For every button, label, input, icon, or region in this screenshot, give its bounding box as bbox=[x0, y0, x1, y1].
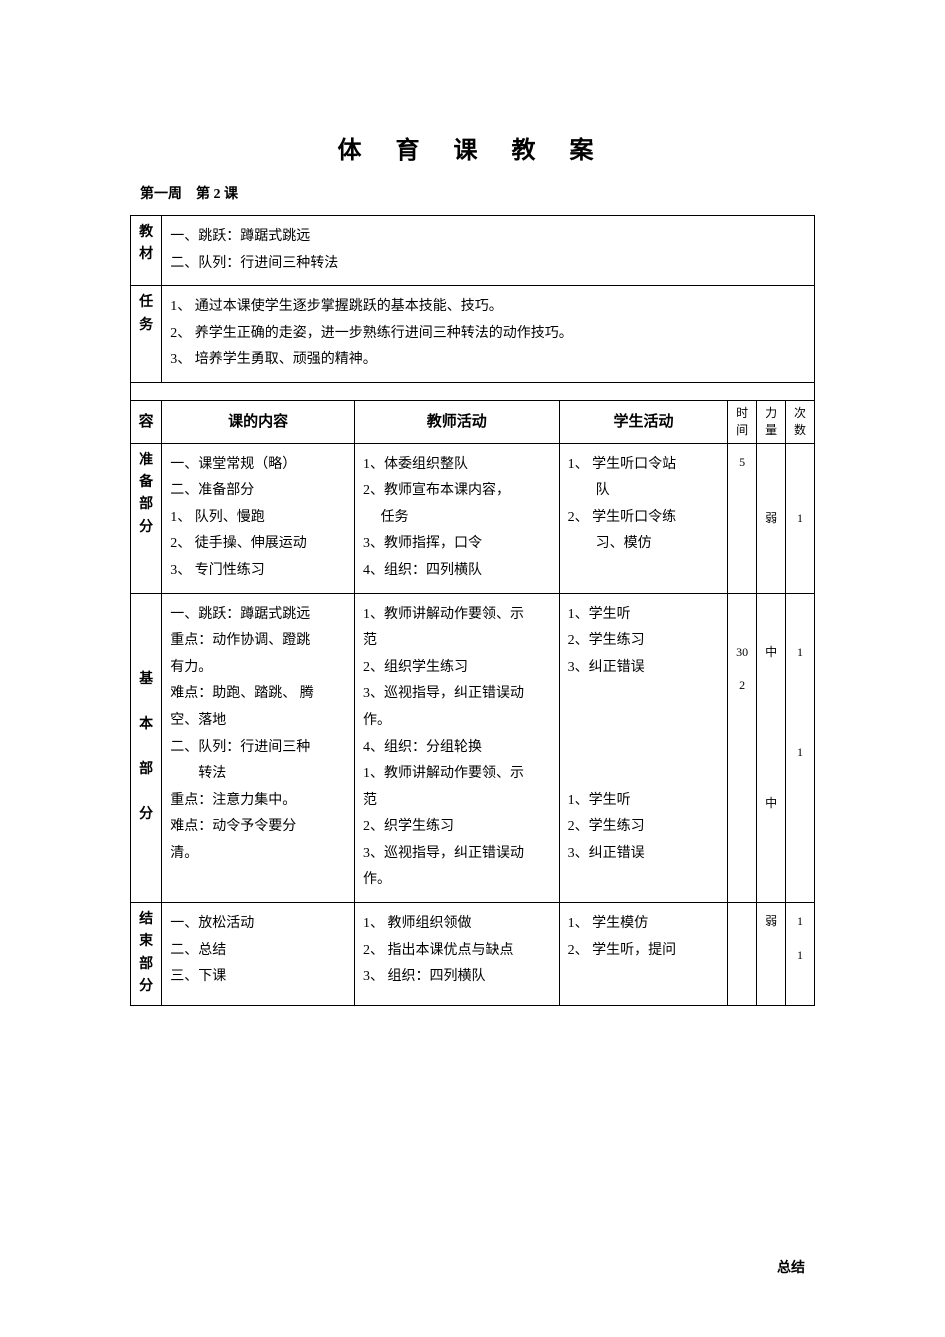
prep-power: 弱 bbox=[757, 443, 786, 593]
prep-label: 准 备 部 分 bbox=[131, 443, 162, 593]
lesson-plan-table: 教 材 一、跳跃：蹲踞式跳远 二、队列：行进间三种转法 任 务 1、 通过本课使… bbox=[130, 215, 815, 1006]
main-row: 基 本 部 分 一、跳跃：蹲踞式跳远 重点：动作协调、蹬跳 有力。 难点：助跑、… bbox=[131, 593, 815, 903]
prep-count: 1 bbox=[786, 443, 815, 593]
header-time: 时 间 bbox=[728, 400, 757, 443]
end-content: 一、放松活动 二、总结 三、下课 bbox=[162, 903, 355, 1006]
header-teacher: 教师活动 bbox=[354, 400, 559, 443]
end-power: 弱 bbox=[757, 903, 786, 1006]
page-title: 体 育 课 教 案 bbox=[130, 130, 815, 165]
main-power: 中 中 bbox=[757, 593, 786, 903]
footer-note: 总结 bbox=[777, 1257, 805, 1277]
main-count: 1 1 bbox=[786, 593, 815, 903]
prep-time: 5 bbox=[728, 443, 757, 593]
task-row: 任 务 1、 通过本课使学生逐步掌握跳跃的基本技能、技巧。 2、 养学生正确的走… bbox=[131, 286, 815, 383]
end-student: 1、 学生模仿 2、 学生听，提问 bbox=[559, 903, 728, 1006]
material-content: 一、跳跃：蹲踞式跳远 二、队列：行进间三种转法 bbox=[162, 216, 815, 286]
material-row: 教 材 一、跳跃：蹲踞式跳远 二、队列：行进间三种转法 bbox=[131, 216, 815, 286]
header-side: 容 bbox=[131, 400, 162, 443]
material-label: 教 材 bbox=[131, 216, 162, 286]
prep-teacher: 1、体委组织整队 2、教师宣布本课内容， 任务 3、教师指挥，口令 4、组织：四… bbox=[354, 443, 559, 593]
end-label: 结 束 部 分 bbox=[131, 903, 162, 1006]
header-student: 学生活动 bbox=[559, 400, 728, 443]
header-count: 次 数 bbox=[786, 400, 815, 443]
task-content: 1、 通过本课使学生逐步掌握跳跃的基本技能、技巧。 2、 养学生正确的走姿，进一… bbox=[162, 286, 815, 383]
main-label: 基 本 部 分 bbox=[131, 593, 162, 903]
main-teacher: 1、教师讲解动作要领、示 范 2、组织学生练习 3、巡视指导，纠正错误动 作。 … bbox=[354, 593, 559, 903]
header-content: 课的内容 bbox=[162, 400, 355, 443]
end-time bbox=[728, 903, 757, 1006]
main-content: 一、跳跃：蹲踞式跳远 重点：动作协调、蹬跳 有力。 难点：助跑、踏跳、 腾 空、… bbox=[162, 593, 355, 903]
end-count: 1 1 bbox=[786, 903, 815, 1006]
prep-student: 1、 学生听口令站 队 2、 学生听口令练 习、模仿 bbox=[559, 443, 728, 593]
task-label: 任 务 bbox=[131, 286, 162, 383]
prep-content: 一、课堂常规（略） 二、准备部分 1、 队列、慢跑 2、 徒手操、伸展运动 3、… bbox=[162, 443, 355, 593]
prep-row: 准 备 部 分 一、课堂常规（略） 二、准备部分 1、 队列、慢跑 2、 徒手操… bbox=[131, 443, 815, 593]
page-subtitle: 第一周 第 2 课 bbox=[140, 183, 815, 203]
end-teacher: 1、 教师组织领做 2、 指出本课优点与缺点 3、 组织：四列横队 bbox=[354, 903, 559, 1006]
main-time: 30 2 bbox=[728, 593, 757, 903]
main-student: 1、学生听 2、学生练习 3、纠正错误 1、学生听 2、学生练习 3、纠正错误 bbox=[559, 593, 728, 903]
end-row: 结 束 部 分 一、放松活动 二、总结 三、下课 1、 教师组织领做 2、 指出… bbox=[131, 903, 815, 1006]
header-row: 容 课的内容 教师活动 学生活动 时 间 力 量 次 数 bbox=[131, 400, 815, 443]
header-power: 力 量 bbox=[757, 400, 786, 443]
spacer-row bbox=[131, 382, 815, 400]
